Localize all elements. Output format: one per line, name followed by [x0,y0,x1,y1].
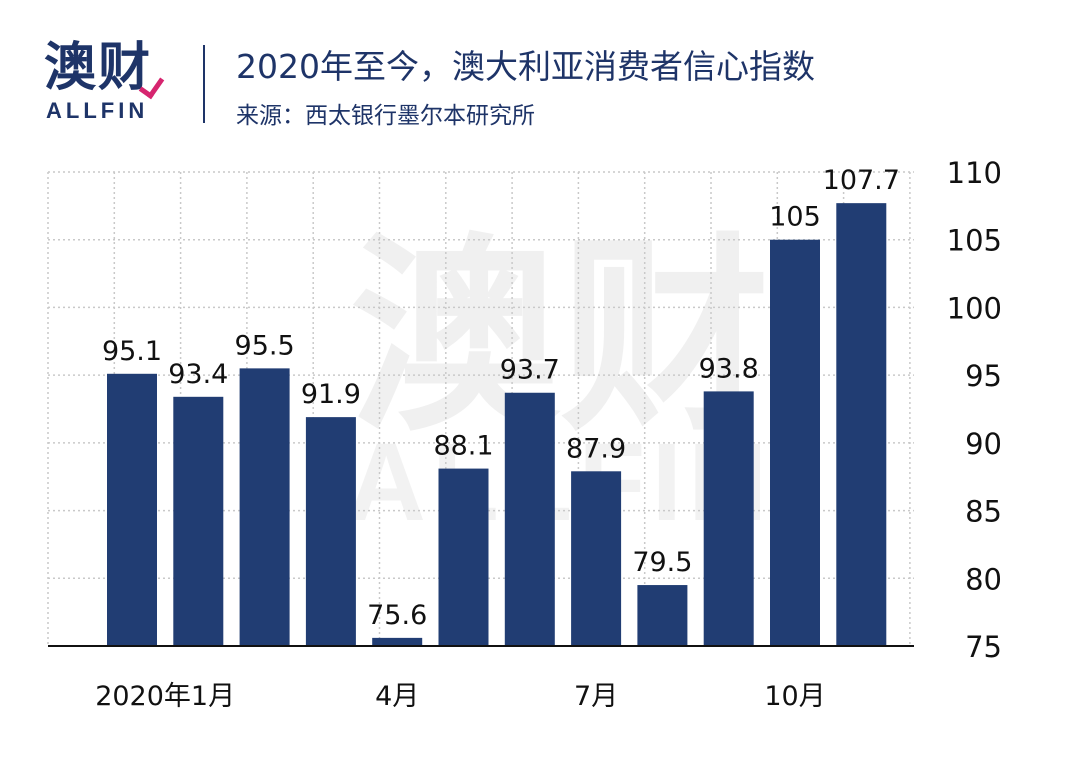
data-label: 91.9 [301,379,361,410]
header-divider [203,45,205,123]
y-tick-label: 95 [965,359,1002,393]
bar [703,391,754,646]
bar [571,471,622,646]
data-label: 88.1 [433,431,493,462]
x-tick-label: 10月 [764,681,825,712]
y-tick-label: 85 [965,495,1002,529]
y-tick-label: 75 [965,630,1002,664]
bar [372,637,423,646]
data-label: 95.1 [102,336,162,367]
data-label: 93.8 [699,353,759,384]
y-tick-label: 80 [965,562,1002,596]
bar [239,368,290,646]
data-label: 95.5 [235,330,295,361]
data-label: 87.9 [566,433,626,464]
data-label: 93.7 [500,355,560,386]
bar [770,239,820,646]
chart-source: 来源：西太银行墨尔本研究所 [236,103,535,129]
bar [173,396,224,646]
logo-chinese-text: 澳财 [44,38,153,98]
y-tick-label: 110 [947,156,1002,190]
bar [107,373,157,646]
bar [438,468,489,646]
data-label: 107.7 [823,165,900,196]
data-label: 93.4 [168,359,228,390]
data-label: 75.6 [367,600,427,631]
data-label: 79.5 [632,547,692,578]
x-tick-label: 4月 [375,681,419,712]
x-tick-label: 2020年1月 [95,681,235,712]
y-tick-label: 90 [965,427,1002,461]
chart-title: 2020年至今，澳大利亚消费者信心指数 [236,47,815,86]
bar [305,417,356,646]
brand-logo: 澳财 ALLFIN [40,38,170,130]
y-tick-label: 105 [947,224,1002,258]
data-label: 105 [769,202,821,233]
logo-english-text: ALLFIN [46,98,149,123]
watermark-chinese: 澳财 [350,215,770,460]
bar [504,392,555,646]
x-tick-label: 7月 [574,681,618,712]
watermark-english: ALLFIN [346,421,773,544]
bar [637,585,688,646]
bar [836,203,887,647]
y-tick-label: 100 [947,291,1002,325]
